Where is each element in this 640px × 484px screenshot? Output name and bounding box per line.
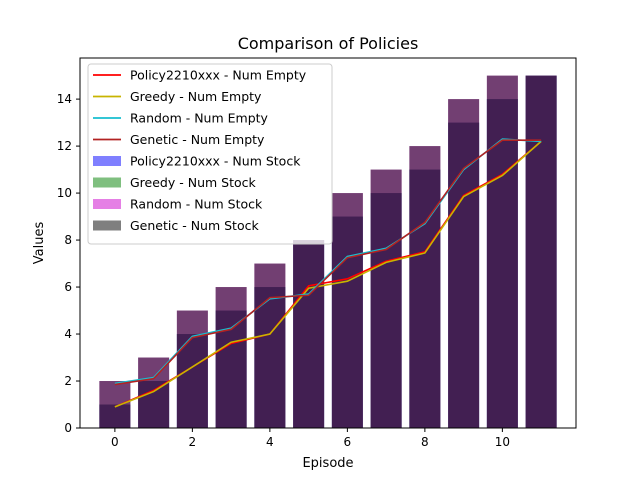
plot-frame [79, 57, 577, 429]
bar-s3-ep10 [486, 75, 518, 428]
y-tick-label-2: 2 [64, 374, 72, 388]
bar-s3-ep11 [525, 75, 557, 428]
legend-label-7: Genetic - Num Stock [130, 218, 259, 233]
y-tick-label-14: 14 [57, 92, 72, 106]
bar-s3-ep9 [448, 99, 480, 428]
legend: Policy2210xxx - Num Empty Greedy - Num Em… [87, 63, 333, 245]
lines [114, 138, 542, 408]
bar-s3-ep5 [293, 240, 325, 428]
legend-label-5: Greedy - Num Stock [130, 175, 256, 190]
y-axis: 0 2 4 6 8 10 12 14 [57, 92, 80, 435]
x-tick-label-0: 0 [111, 435, 119, 449]
y-tick-label-8: 8 [64, 233, 72, 247]
legend-box [87, 63, 333, 245]
line-series-3 [114, 139, 542, 386]
legend-label-1: Greedy - Num Empty [130, 89, 262, 104]
legend-swatch-6 [93, 199, 121, 209]
y-tick-label-0: 0 [64, 421, 72, 435]
legend-label-2: Random - Num Empty [130, 111, 269, 126]
legend-swatch-5 [93, 177, 121, 188]
x-tick-label-2: 2 [189, 435, 197, 449]
x-tick-label-8: 8 [421, 435, 429, 449]
bar-s3-ep8 [409, 146, 441, 428]
bar-s3-ep1 [138, 357, 170, 428]
bar-s3-ep3 [215, 287, 247, 428]
x-tick-label-6: 6 [344, 435, 352, 449]
bar-s3-ep4 [254, 263, 286, 428]
y-axis-label: Values [32, 222, 47, 265]
legend-swatch-7 [93, 220, 121, 231]
legend-swatch-4 [93, 156, 121, 166]
bars [99, 75, 557, 429]
y-tick-label-10: 10 [57, 186, 72, 200]
bar-s3-ep6 [331, 193, 363, 428]
x-axis-label: Episode [302, 456, 353, 471]
x-axis: 0 2 4 6 8 10 [111, 428, 510, 449]
x-tick-label-4: 4 [266, 435, 274, 449]
y-tick-label-12: 12 [57, 139, 72, 153]
legend-label-0: Policy2210xxx - Num Empty [130, 68, 307, 83]
y-tick-label-6: 6 [64, 280, 72, 294]
bar-s3-ep0 [99, 381, 131, 428]
y-tick-label-4: 4 [64, 327, 72, 341]
bar-s3-ep2 [176, 310, 208, 428]
x-tick-label-10: 10 [495, 435, 510, 449]
bar-s3-ep7 [370, 169, 402, 429]
legend-label-4: Policy2210xxx - Num Stock [130, 154, 301, 169]
legend-label-3: Genetic - Num Empty [130, 132, 265, 147]
chart-title: Comparison of Policies [238, 34, 419, 53]
line-series-1 [114, 140, 542, 408]
legend-label-6: Random - Num Stock [130, 197, 263, 212]
